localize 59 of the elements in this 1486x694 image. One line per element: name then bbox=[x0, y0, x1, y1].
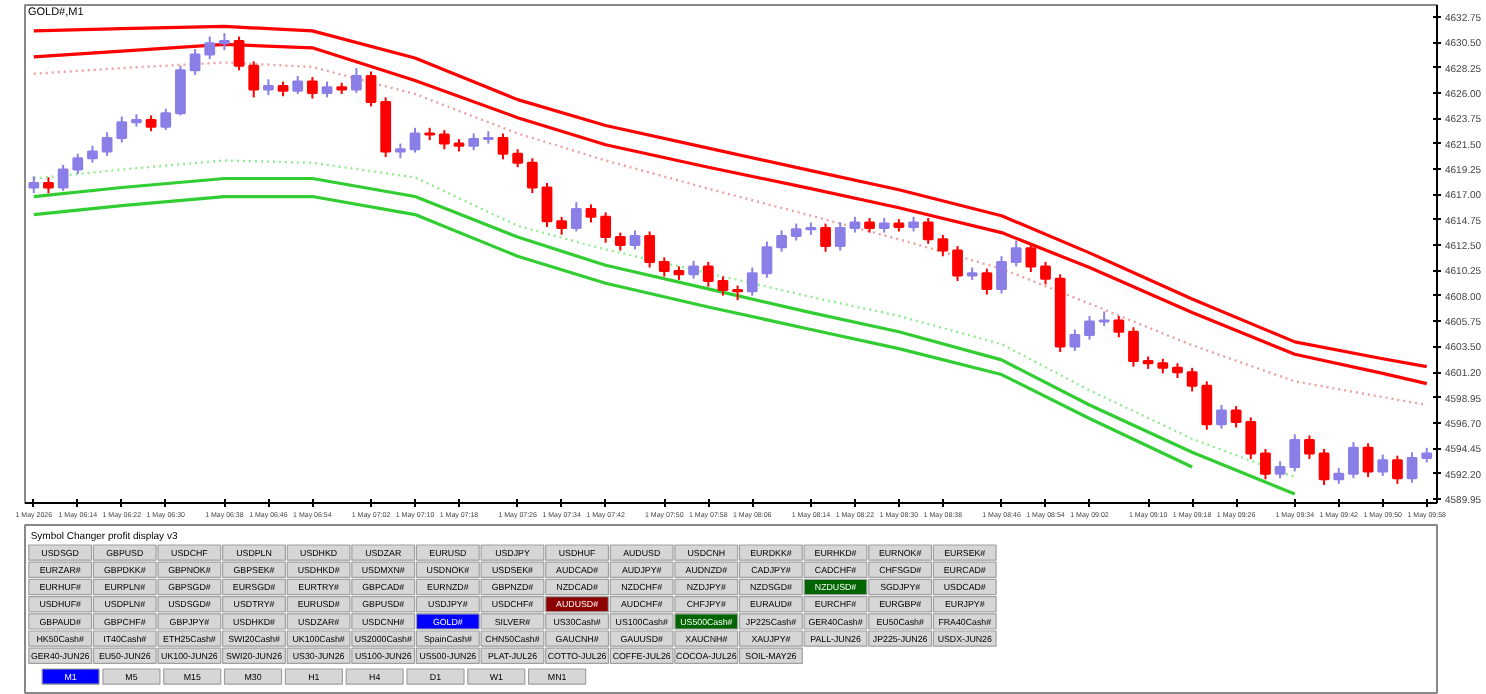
candlestick bbox=[292, 74, 304, 96]
candlestick bbox=[1069, 328, 1081, 352]
candlestick bbox=[306, 76, 318, 100]
candlestick bbox=[1084, 314, 1095, 341]
candlestick bbox=[1216, 403, 1227, 430]
candlestick bbox=[614, 231, 626, 252]
candlestick bbox=[1128, 326, 1139, 368]
candlestick bbox=[1406, 451, 1418, 484]
candlestick bbox=[996, 255, 1007, 295]
candlestick bbox=[981, 267, 993, 296]
candlestick bbox=[350, 67, 362, 94]
candlestick bbox=[526, 157, 538, 195]
candlestick bbox=[1377, 453, 1389, 477]
candlestick bbox=[101, 131, 113, 157]
candlestick bbox=[600, 211, 612, 244]
candlestick bbox=[1113, 314, 1125, 339]
candlestick bbox=[409, 126, 421, 154]
candlestick bbox=[556, 215, 568, 236]
candlestick bbox=[644, 230, 656, 269]
candlestick bbox=[1304, 434, 1315, 461]
candlestick bbox=[116, 115, 128, 144]
candlestick bbox=[820, 222, 831, 253]
candlestick bbox=[1201, 380, 1213, 431]
candlestick bbox=[1245, 416, 1257, 461]
candlestick bbox=[497, 132, 509, 161]
candlestick bbox=[175, 64, 186, 117]
candlestick bbox=[570, 201, 582, 233]
candlestick bbox=[1230, 405, 1242, 429]
candlestick bbox=[922, 216, 934, 245]
candlestick bbox=[365, 70, 377, 108]
candlestick bbox=[952, 245, 963, 283]
candlestick bbox=[688, 259, 700, 280]
candlestick bbox=[1186, 366, 1198, 393]
candlestick bbox=[541, 182, 553, 228]
candlestick bbox=[717, 275, 729, 297]
candlestick bbox=[1025, 242, 1037, 274]
candlestick bbox=[204, 35, 216, 61]
candlestick bbox=[1040, 260, 1051, 286]
candlestick bbox=[160, 107, 172, 132]
candlestick bbox=[658, 256, 670, 278]
candlestick bbox=[629, 229, 641, 251]
candlestick bbox=[438, 129, 450, 151]
candlestick bbox=[1289, 433, 1301, 473]
candlestick bbox=[1318, 447, 1330, 486]
candlestick bbox=[746, 266, 758, 297]
candlestick bbox=[1010, 239, 1022, 268]
candlestick bbox=[776, 229, 787, 253]
candlestick bbox=[834, 221, 846, 252]
candlestick bbox=[1362, 442, 1374, 479]
candlestick bbox=[761, 240, 773, 279]
candlestick bbox=[585, 203, 597, 224]
candlestick bbox=[248, 60, 260, 99]
candlestick bbox=[937, 233, 949, 258]
candlestick bbox=[1392, 454, 1403, 485]
candlestick bbox=[189, 47, 201, 76]
candlestick bbox=[1260, 447, 1271, 481]
candlestick bbox=[702, 260, 714, 288]
candlestick bbox=[1348, 441, 1359, 480]
candlestick bbox=[512, 148, 524, 169]
